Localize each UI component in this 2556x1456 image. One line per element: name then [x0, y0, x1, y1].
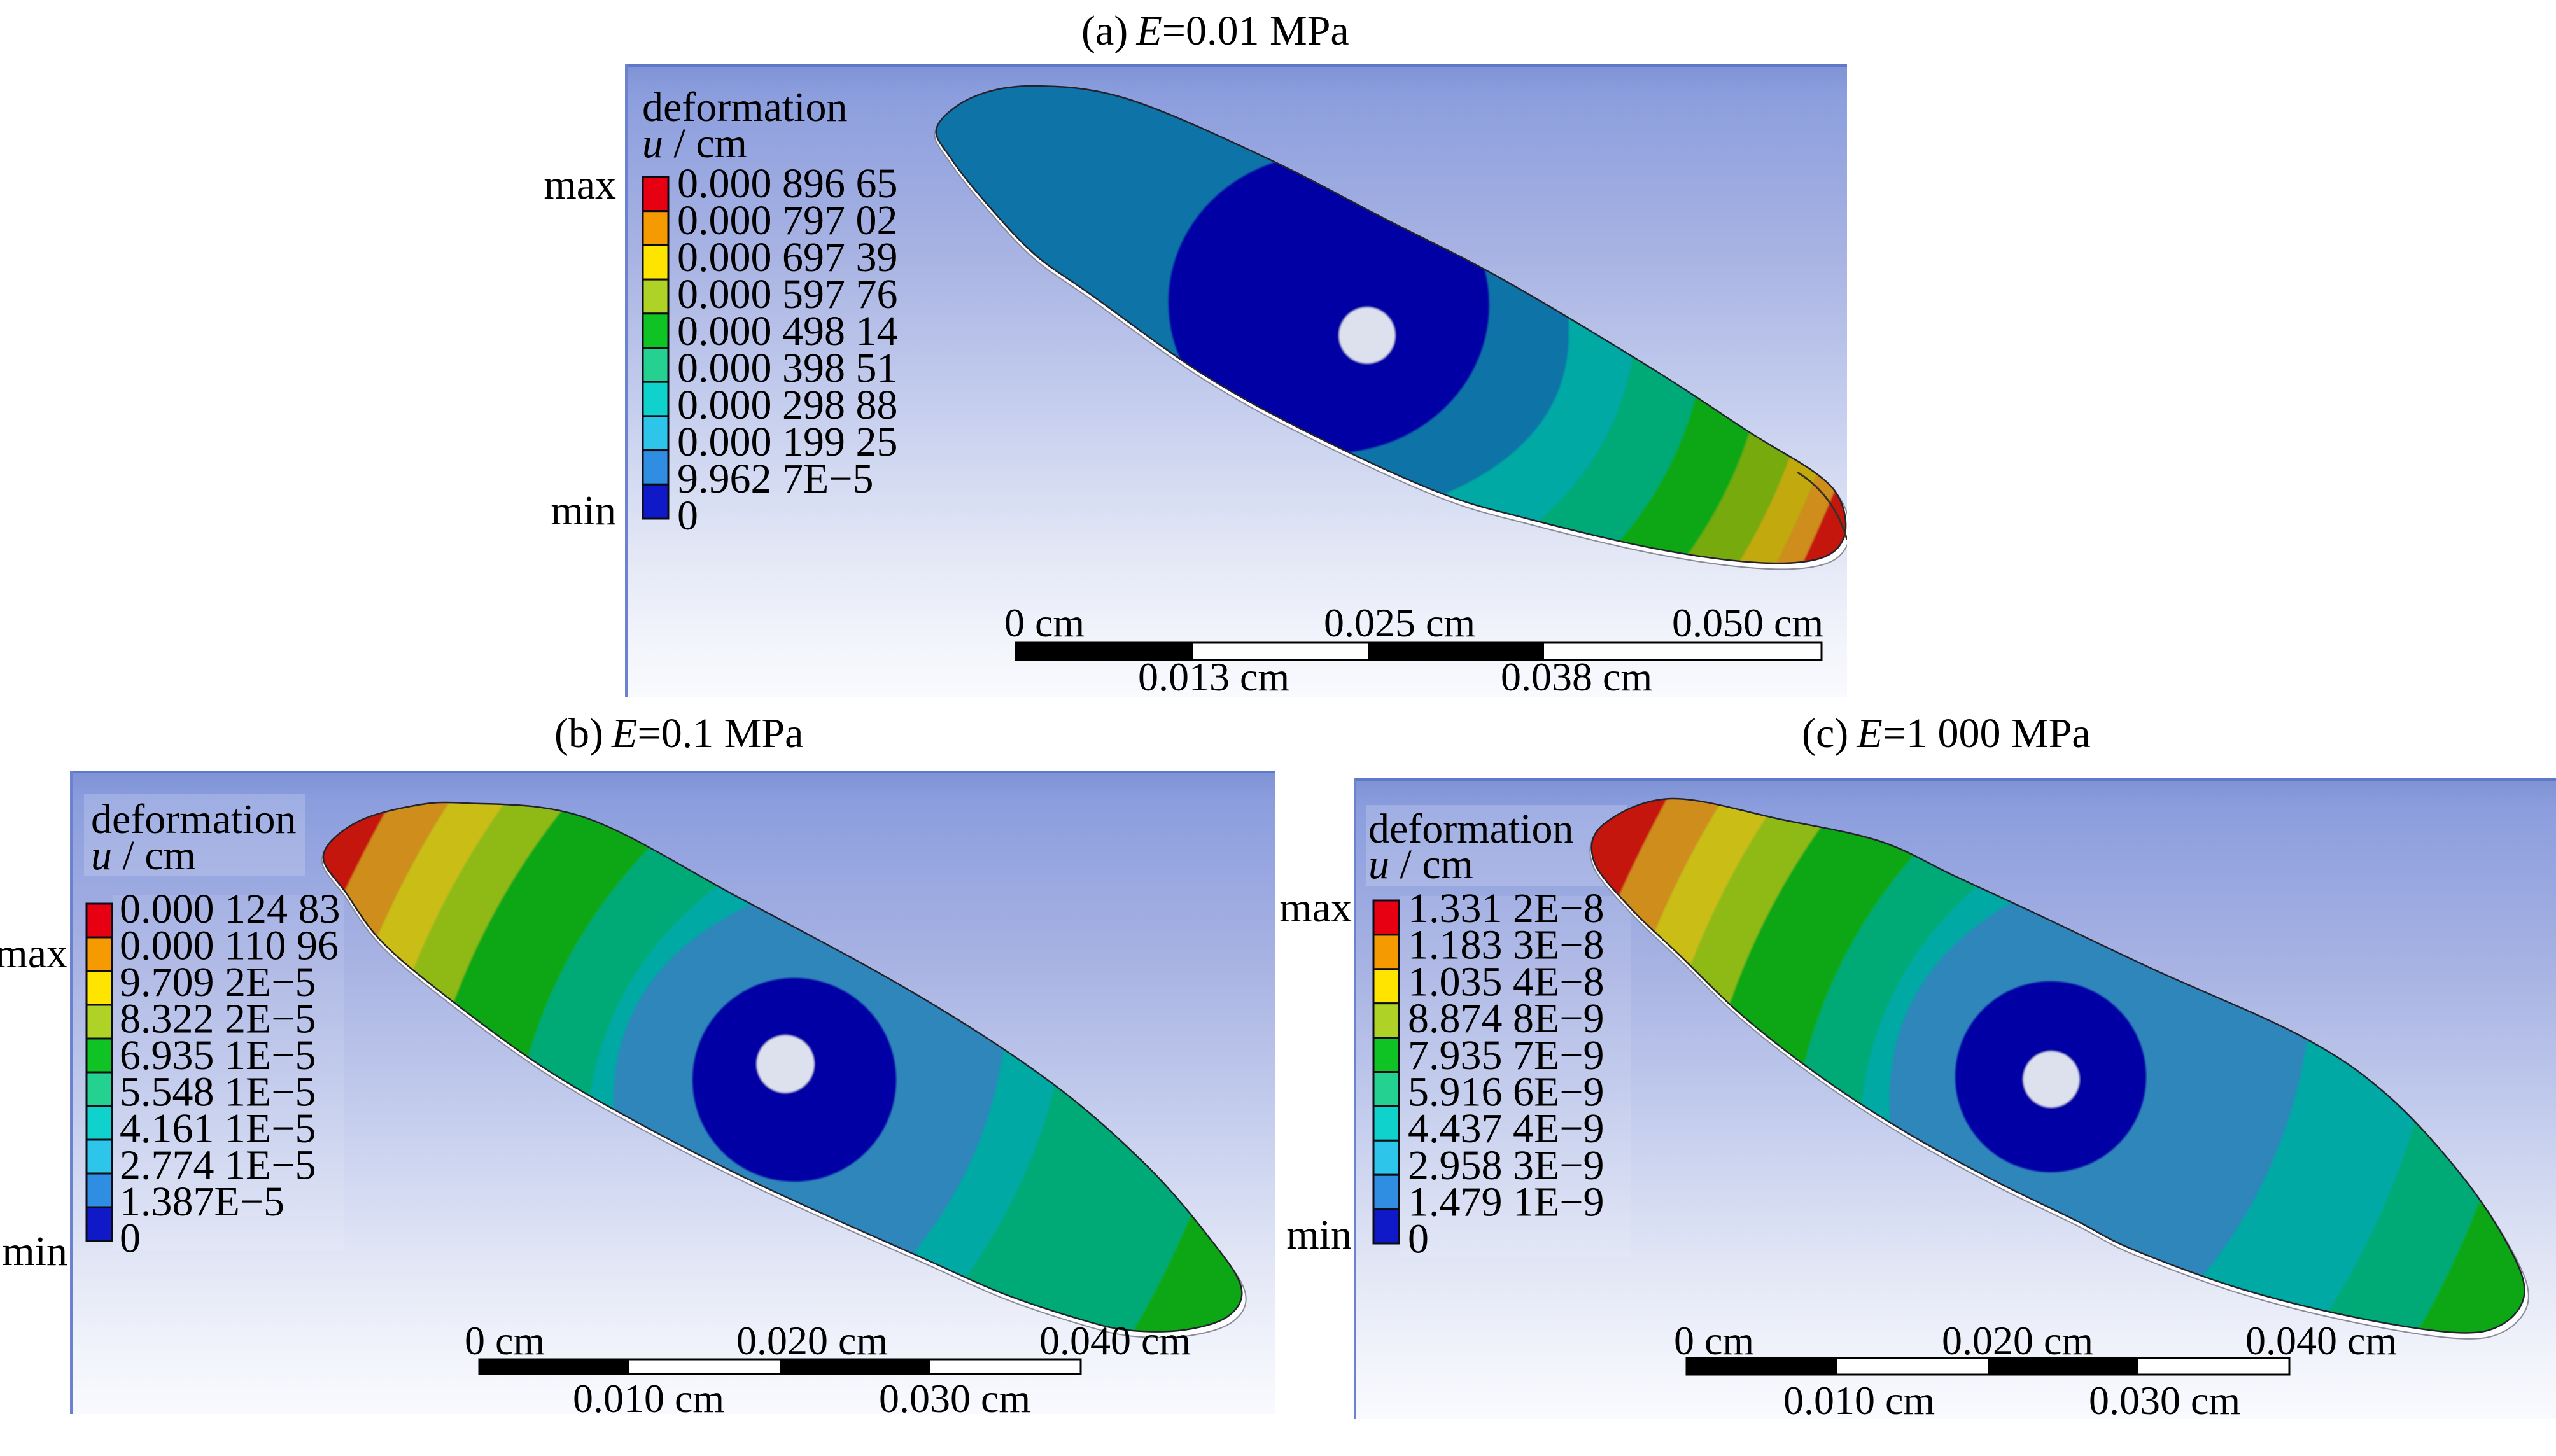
svg-text:0.000 498 14: 0.000 498 14 [677, 308, 898, 354]
svg-text:0.040 cm: 0.040 cm [1039, 1318, 1191, 1363]
svg-text:0.000 298 88: 0.000 298 88 [677, 382, 898, 428]
svg-text:0.000 199 25: 0.000 199 25 [677, 419, 898, 465]
svg-text:deformation: deformation [1368, 806, 1574, 852]
svg-text:1.183 3E−8: 1.183 3E−8 [1408, 922, 1605, 969]
svg-text:max: max [544, 162, 616, 208]
svg-text:9.962 7E−5: 9.962 7E−5 [677, 456, 874, 502]
svg-text:max: max [1279, 885, 1352, 931]
svg-text:0.020 cm: 0.020 cm [736, 1318, 888, 1363]
svg-text:4.437 4E−9: 4.437 4E−9 [1408, 1105, 1605, 1152]
svg-text:2.774 1E−5: 2.774 1E−5 [120, 1142, 316, 1189]
svg-text:0.010 cm: 0.010 cm [1783, 1378, 1935, 1423]
svg-text:0 cm: 0 cm [465, 1318, 545, 1363]
svg-text:min: min [2, 1228, 67, 1275]
svg-text:0 cm: 0 cm [1004, 600, 1085, 645]
svg-text:0.013 cm: 0.013 cm [1138, 654, 1289, 699]
svg-text:0.000 896 65: 0.000 896 65 [677, 160, 898, 207]
svg-text:9.709 2E−5: 9.709 2E−5 [120, 959, 316, 1005]
svg-text:0.000 110 96: 0.000 110 96 [120, 923, 339, 969]
svg-text:1.479 1E−9: 1.479 1E−9 [1408, 1179, 1605, 1226]
svg-text:0: 0 [677, 493, 698, 539]
svg-text:0.000 697 39: 0.000 697 39 [677, 234, 898, 281]
svg-text:5.548 1E−5: 5.548 1E−5 [120, 1069, 316, 1116]
svg-text:4.161 1E−5: 4.161 1E−5 [120, 1105, 316, 1152]
svg-text:8.874 8E−9: 8.874 8E−9 [1408, 995, 1605, 1042]
svg-text:0.030 cm: 0.030 cm [2089, 1378, 2240, 1423]
svg-text:0.050 cm: 0.050 cm [1672, 600, 1823, 645]
svg-text:1.035 4E−8: 1.035 4E−8 [1408, 958, 1605, 1005]
svg-text:0.000 797 02: 0.000 797 02 [677, 197, 898, 244]
svg-text:max: max [0, 930, 67, 977]
svg-text:0.025 cm: 0.025 cm [1324, 600, 1475, 645]
svg-text:0.040 cm: 0.040 cm [2245, 1318, 2397, 1363]
svg-text:1.331 2E−8: 1.331 2E−8 [1408, 885, 1605, 932]
svg-text:deformation: deformation [91, 796, 297, 843]
svg-text:0.010 cm: 0.010 cm [573, 1376, 724, 1421]
svg-text:0 cm: 0 cm [1674, 1318, 1754, 1363]
svg-text:7.935 7E−9: 7.935 7E−9 [1408, 1032, 1605, 1079]
svg-text:8.322 2E−5: 8.322 2E−5 [120, 996, 316, 1042]
svg-text:5.916 6E−9: 5.916 6E−9 [1408, 1069, 1605, 1116]
svg-text:u / cm: u / cm [1368, 841, 1473, 888]
svg-text:0.020 cm: 0.020 cm [1942, 1318, 2093, 1363]
svg-text:0.038 cm: 0.038 cm [1501, 654, 1652, 699]
svg-text:0: 0 [1408, 1215, 1429, 1262]
svg-text:u / cm: u / cm [91, 832, 196, 879]
svg-text:0.000 124 83: 0.000 124 83 [120, 886, 341, 932]
svg-text:(b) E=0.1 MPa: (b) E=0.1 MPa [554, 710, 803, 757]
svg-text:6.935 1E−5: 6.935 1E−5 [120, 1032, 316, 1079]
svg-text:1.387E−5: 1.387E−5 [120, 1179, 284, 1225]
svg-text:deformation: deformation [642, 84, 848, 130]
svg-text:0.000 597 76: 0.000 597 76 [677, 271, 898, 318]
svg-text:min: min [1286, 1212, 1352, 1258]
svg-text:0: 0 [120, 1215, 141, 1262]
svg-text:(a) E=0.01 MPa: (a) E=0.01 MPa [1081, 8, 1349, 54]
svg-text:0.000 398 51: 0.000 398 51 [677, 345, 898, 391]
svg-text:0.030 cm: 0.030 cm [879, 1376, 1030, 1421]
svg-text:2.958 3E−9: 2.958 3E−9 [1408, 1142, 1605, 1189]
svg-text:min: min [551, 487, 616, 534]
svg-text:u / cm: u / cm [642, 120, 747, 167]
svg-text:(c) E=1 000 MPa: (c) E=1 000 MPa [1802, 710, 2091, 757]
